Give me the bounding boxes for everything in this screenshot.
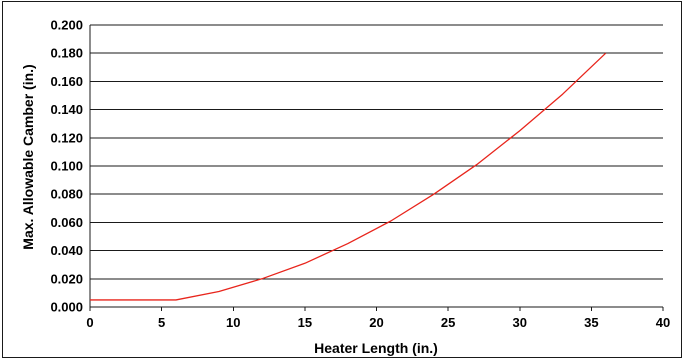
x-tick-label-5: 25 (441, 315, 455, 330)
y-tick-label-2: 0.040 (50, 243, 83, 258)
y-tick-label-4: 0.080 (50, 187, 83, 202)
chart-frame (2, 1, 682, 358)
y-axis-title: Max. Allowable Camber (in.) (20, 64, 36, 249)
x-tick-label-6: 30 (513, 315, 527, 330)
axes (89, 25, 664, 311)
y-tick-label-5: 0.100 (50, 159, 83, 174)
x-tick-label-8: 40 (656, 315, 670, 330)
y-tick-label-7: 0.140 (50, 102, 83, 117)
y-tick-label-0: 0.000 (50, 300, 83, 315)
y-tick-label-9: 0.180 (50, 46, 83, 61)
y-tick-label-1: 0.020 (50, 271, 83, 286)
y-tick-label-8: 0.160 (50, 74, 83, 89)
x-tick-label-1: 5 (158, 315, 165, 330)
x-axis-title: Heater Length (in.) (314, 340, 438, 356)
x-tick-label-7: 35 (584, 315, 598, 330)
tick-labels: 0.000 0.020 0.040 0.060 0.080 0.100 0.120 0.140… (50, 18, 670, 331)
y-tick-label-3: 0.060 (50, 215, 83, 230)
x-tick-label-3: 15 (298, 315, 312, 330)
y-tick-label-6: 0.120 (50, 130, 83, 145)
gridlines (90, 24, 663, 308)
series-line-0 (90, 52, 607, 301)
x-tick-label-0: 0 (86, 315, 93, 330)
x-tick-label-2: 10 (226, 315, 240, 330)
x-tick-label-4: 20 (369, 315, 383, 330)
y-tick-label-10: 0.200 (50, 18, 83, 33)
series (90, 52, 607, 301)
